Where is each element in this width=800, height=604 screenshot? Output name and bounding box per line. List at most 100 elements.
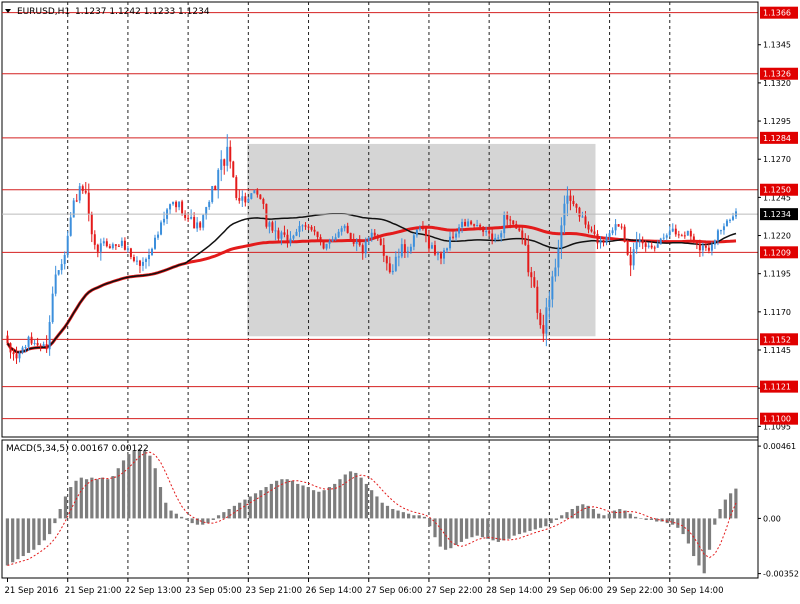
- candle[interactable]: [123, 237, 126, 251]
- candle[interactable]: [187, 213, 190, 222]
- candle[interactable]: [27, 335, 30, 351]
- candle[interactable]: [51, 286, 54, 324]
- candle[interactable]: [325, 243, 328, 251]
- candle[interactable]: [343, 224, 346, 232]
- candle[interactable]: [728, 218, 731, 224]
- candle[interactable]: [491, 228, 494, 245]
- candle[interactable]: [322, 240, 325, 250]
- candle[interactable]: [283, 225, 286, 238]
- candle[interactable]: [295, 228, 298, 237]
- candle[interactable]: [214, 185, 217, 191]
- candle[interactable]: [515, 220, 518, 229]
- candle[interactable]: [99, 238, 102, 261]
- candle[interactable]: [370, 228, 373, 242]
- candle[interactable]: [367, 236, 370, 245]
- candle[interactable]: [415, 229, 418, 238]
- candle[interactable]: [485, 226, 488, 236]
- candle[interactable]: [154, 234, 157, 250]
- candle[interactable]: [9, 342, 12, 359]
- candle[interactable]: [542, 314, 545, 342]
- candle[interactable]: [611, 227, 614, 236]
- candle[interactable]: [424, 226, 427, 243]
- candle[interactable]: [340, 225, 343, 236]
- candle[interactable]: [575, 203, 578, 213]
- candle[interactable]: [683, 231, 686, 239]
- candle[interactable]: [141, 257, 144, 272]
- candle[interactable]: [39, 343, 42, 352]
- candle[interactable]: [518, 226, 521, 232]
- candle[interactable]: [45, 335, 48, 353]
- candle[interactable]: [647, 242, 650, 249]
- candle[interactable]: [289, 231, 292, 247]
- candle[interactable]: [391, 264, 394, 275]
- candle[interactable]: [530, 266, 533, 288]
- candle[interactable]: [262, 197, 265, 210]
- candle[interactable]: [205, 206, 208, 220]
- candle[interactable]: [446, 247, 449, 254]
- candle[interactable]: [256, 188, 259, 198]
- candle[interactable]: [599, 236, 602, 249]
- candle[interactable]: [132, 254, 135, 263]
- candle[interactable]: [196, 217, 199, 232]
- candle[interactable]: [334, 233, 337, 241]
- candle[interactable]: [560, 217, 563, 260]
- candle[interactable]: [602, 239, 605, 247]
- candle[interactable]: [223, 158, 226, 175]
- candle[interactable]: [581, 211, 584, 218]
- candle[interactable]: [716, 228, 719, 246]
- candle[interactable]: [250, 192, 253, 200]
- candle[interactable]: [458, 224, 461, 238]
- candle[interactable]: [253, 189, 256, 194]
- triangle-down-icon[interactable]: [5, 9, 11, 13]
- candle[interactable]: [536, 280, 539, 320]
- candle[interactable]: [521, 226, 524, 245]
- candle[interactable]: [455, 230, 458, 242]
- candle[interactable]: [175, 200, 178, 213]
- candle[interactable]: [509, 215, 512, 229]
- candle[interactable]: [328, 238, 331, 249]
- candle[interactable]: [217, 168, 220, 199]
- candle[interactable]: [364, 237, 367, 258]
- candle[interactable]: [93, 230, 96, 250]
- candle[interactable]: [280, 230, 283, 246]
- candle[interactable]: [596, 230, 599, 250]
- candle[interactable]: [452, 231, 455, 240]
- candle[interactable]: [394, 251, 397, 272]
- candle[interactable]: [680, 233, 683, 237]
- candle[interactable]: [87, 183, 90, 222]
- candle[interactable]: [24, 344, 27, 353]
- candle[interactable]: [418, 225, 421, 232]
- candle[interactable]: [494, 233, 497, 243]
- candle[interactable]: [304, 222, 307, 230]
- candle[interactable]: [181, 199, 184, 216]
- candle[interactable]: [695, 240, 698, 250]
- candle[interactable]: [114, 244, 117, 250]
- candle[interactable]: [629, 246, 632, 277]
- candle[interactable]: [349, 232, 352, 241]
- candle[interactable]: [346, 222, 349, 234]
- candle[interactable]: [160, 220, 163, 236]
- candle[interactable]: [193, 212, 196, 229]
- candle[interactable]: [587, 221, 590, 234]
- candle[interactable]: [172, 201, 175, 206]
- candle[interactable]: [674, 224, 677, 237]
- candle[interactable]: [202, 214, 205, 231]
- candle[interactable]: [692, 233, 695, 244]
- candle[interactable]: [554, 258, 557, 282]
- candle[interactable]: [385, 255, 388, 271]
- candle[interactable]: [63, 251, 66, 270]
- candle[interactable]: [361, 243, 364, 260]
- candle[interactable]: [698, 239, 701, 257]
- candle[interactable]: [247, 196, 250, 203]
- candle[interactable]: [617, 224, 620, 227]
- candle[interactable]: [292, 234, 295, 242]
- candle[interactable]: [352, 233, 355, 247]
- candle[interactable]: [268, 220, 271, 234]
- candle[interactable]: [662, 233, 665, 241]
- candle[interactable]: [286, 229, 289, 248]
- candle[interactable]: [208, 200, 211, 210]
- candle[interactable]: [608, 230, 611, 242]
- candle[interactable]: [129, 247, 132, 260]
